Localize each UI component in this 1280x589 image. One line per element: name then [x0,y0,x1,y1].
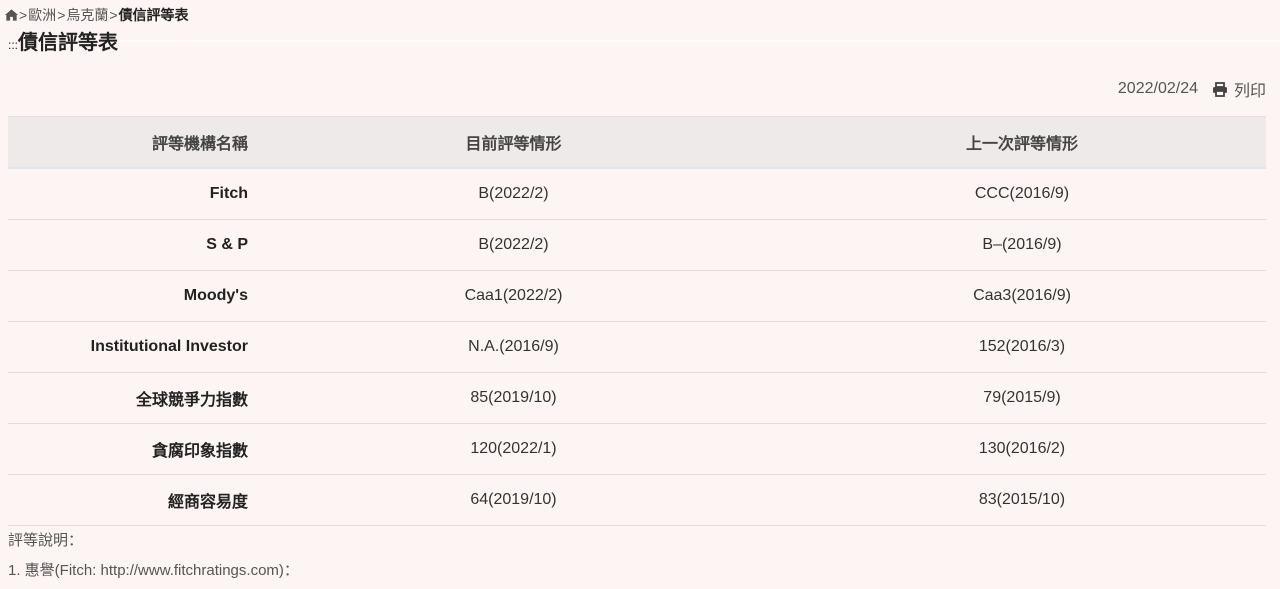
breadcrumb-separator: > [57,7,66,23]
current-rating: Caa1(2022/2) [249,270,778,322]
table-row: Moody's Caa1(2022/2) Caa3(2016/9) [8,270,1266,322]
table-header-row: 評等機構名稱 目前評等情形 上一次評等情形 [8,116,1266,169]
page-title: :::債信評等表 [8,26,118,55]
table-row: 全球競爭力指數 85(2019/10) 79(2015/9) [8,372,1266,424]
previous-rating: B–(2016/9) [778,219,1266,271]
notes-heading: 評等說明： [8,532,84,549]
print-button[interactable]: 列印 [1212,77,1266,101]
previous-rating: CCC(2016/9) [778,168,1266,220]
page-meta: 2022/02/24 列印 [1118,77,1266,101]
rating-notes: 評等說明： 1. 惠譽(Fitch: http://www.fitchratin… [8,529,299,589]
agency-name: 全球競爭力指數 [8,372,249,424]
previous-rating: 79(2015/9) [778,372,1266,424]
breadcrumb: > 歐洲 > 烏克蘭 > 債信評等表 [4,5,190,25]
print-label: 列印 [1233,83,1266,100]
agency-name: 貪腐印象指數 [8,423,249,475]
credit-rating-table: 評等機構名稱 目前評等情形 上一次評等情形 Fitch B(2022/2) CCC(… [8,116,1266,526]
breadcrumb-item-ukraine[interactable]: 烏克蘭 [66,7,109,23]
header-current-rating: 目前評等情形 [249,116,778,169]
current-rating: B(2022/2) [249,168,778,220]
header-previous-rating: 上一次評等情形 [778,116,1266,169]
previous-rating: 83(2015/10) [778,474,1266,526]
breadcrumb-item-europe[interactable]: 歐洲 [28,7,57,23]
home-icon[interactable] [4,8,19,22]
table-row: Institutional Investor N.A.(2016/9) 152(20… [8,321,1266,373]
current-rating: B(2022/2) [249,219,778,271]
breadcrumb-separator: > [19,7,28,23]
agency-name: Institutional Investor [8,321,249,373]
agency-name: S & P [8,219,249,271]
title-prefix: ::: [8,38,19,52]
current-rating: 85(2019/10) [249,372,778,424]
table-row: S & P B(2022/2) B–(2016/9) [8,219,1266,271]
current-rating: 120(2022/1) [249,423,778,475]
title-divider [120,40,1280,42]
current-rating: 64(2019/10) [249,474,778,526]
table-row: 貪腐印象指數 120(2022/1) 130(2016/2) [8,423,1266,475]
printer-icon [1212,81,1227,97]
breadcrumb-current: 債信評等表 [118,7,189,23]
agency-name: 經商容易度 [8,474,249,526]
previous-rating: 130(2016/2) [778,423,1266,475]
breadcrumb-separator: > [109,7,118,23]
table-row: Fitch B(2022/2) CCC(2016/9) [8,168,1266,220]
notes-item: 1. 惠譽(Fitch: http://www.fitchratings.com… [8,562,299,579]
previous-rating: 152(2016/3) [778,321,1266,373]
agency-name: Moody's [8,270,249,322]
previous-rating: Caa3(2016/9) [778,270,1266,322]
page-title-text: 債信評等表 [18,32,119,54]
update-date: 2022/02/24 [1117,80,1198,97]
table-row: 經商容易度 64(2019/10) 83(2015/10) [8,474,1266,526]
current-rating: N.A.(2016/9) [249,321,778,373]
header-agency: 評等機構名稱 [8,116,249,169]
agency-name: Fitch [8,168,249,220]
